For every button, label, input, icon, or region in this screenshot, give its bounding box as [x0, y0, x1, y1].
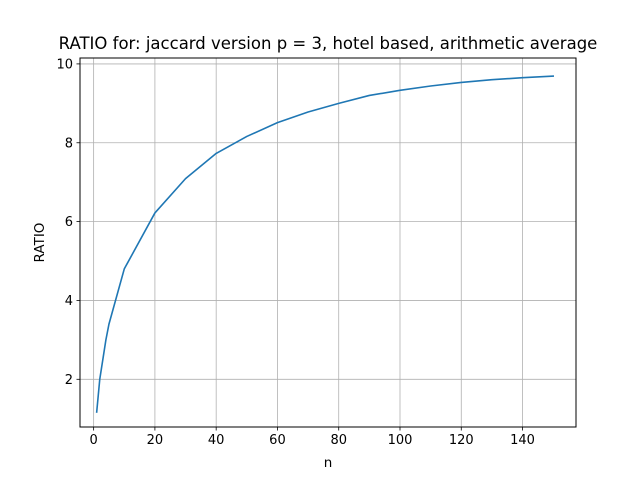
x-tick-label: 20	[147, 433, 164, 448]
x-axis-ticks: 0 20 40 60 80 100 120 140	[89, 427, 535, 448]
y-tick-label: 8	[65, 136, 73, 151]
x-tick-label: 0	[89, 433, 97, 448]
y-axis-label: RATIO	[32, 223, 48, 263]
series-layer	[95, 75, 555, 413]
x-tick-label: 100	[388, 433, 413, 448]
x-tick-label: 120	[449, 433, 474, 448]
x-tick-label: 80	[330, 433, 347, 448]
x-tick-label: 140	[510, 433, 535, 448]
gridlines	[80, 58, 576, 427]
chart-title: RATIO for: jaccard version p = 3, hotel …	[59, 34, 598, 53]
y-tick-label: 4	[65, 294, 73, 309]
y-axis-ticks: 2 4 6 8 10	[56, 57, 80, 388]
x-tick-label: 60	[269, 433, 286, 448]
x-axis-label: n	[324, 455, 333, 471]
y-tick-label: 2	[65, 373, 73, 388]
plot-frame	[79, 57, 577, 428]
x-tick-label: 40	[208, 433, 225, 448]
series-line	[95, 75, 555, 413]
y-tick-label: 6	[65, 215, 73, 230]
y-tick-label: 10	[56, 57, 73, 72]
